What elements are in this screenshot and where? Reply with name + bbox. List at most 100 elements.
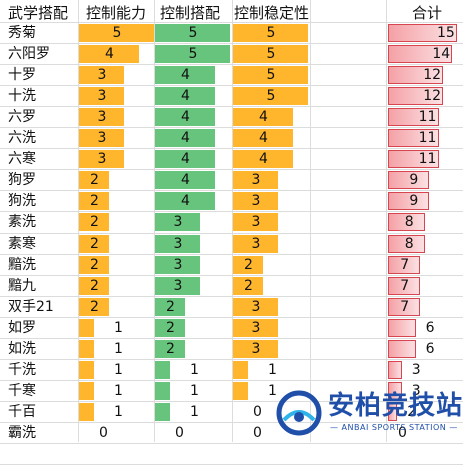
row-name[interactable]: 六阳罗 xyxy=(8,46,50,63)
header-control-ability[interactable]: 控制能力 xyxy=(86,4,147,22)
cell-value: 4 xyxy=(259,130,268,147)
cell-value: 0 xyxy=(175,424,184,441)
data-bar xyxy=(155,360,170,379)
total-value: 7 xyxy=(400,256,410,273)
grid-line xyxy=(310,0,311,442)
data-bar xyxy=(79,297,109,316)
cell-value: 3 xyxy=(251,340,261,357)
header-control-combo[interactable]: 控制搭配 xyxy=(160,4,221,22)
cell-value: 1 xyxy=(190,382,199,399)
row-name[interactable]: 千洗 xyxy=(8,361,36,378)
cell-value: 3 xyxy=(97,109,107,126)
watermark: 安柏竞技站 — ANBAI SPORTS STATION — xyxy=(272,386,463,442)
cell-value: 4 xyxy=(181,67,190,84)
cell-value: 2 xyxy=(90,256,99,273)
row-name[interactable]: 十洗 xyxy=(8,88,36,105)
cell-value: 4 xyxy=(259,109,268,126)
grid-line xyxy=(0,85,463,86)
grid-line xyxy=(0,254,463,255)
data-bar xyxy=(233,213,278,232)
cell-value: 5 xyxy=(112,25,122,41)
data-bar xyxy=(233,108,293,127)
data-bar xyxy=(79,213,109,232)
data-bar xyxy=(155,45,230,64)
watermark-subtitle: — ANBAI SPORTS STATION — xyxy=(330,423,458,432)
data-bar xyxy=(79,381,94,400)
cell-value: 5 xyxy=(266,88,276,105)
cell-value: 2 xyxy=(166,298,175,315)
cell-value: 3 xyxy=(173,277,183,294)
header-name[interactable]: 武学搭配 xyxy=(8,4,69,22)
data-bar xyxy=(79,339,94,358)
cell-value: 4 xyxy=(181,193,190,210)
data-bar xyxy=(155,150,215,169)
row-name[interactable]: 秀菊 xyxy=(8,25,36,41)
cell-value: 5 xyxy=(266,25,276,41)
row-name[interactable]: 双手21 xyxy=(8,298,54,315)
data-bar xyxy=(233,171,278,190)
cell-value: 3 xyxy=(97,67,107,84)
cell-value: 3 xyxy=(173,256,183,273)
row-name[interactable]: 千寒 xyxy=(8,382,36,399)
data-bar xyxy=(155,234,200,253)
total-bar xyxy=(388,339,416,358)
cell-value: 1 xyxy=(114,340,123,357)
data-bar xyxy=(79,192,109,211)
logo-icon xyxy=(276,390,322,436)
row-name[interactable]: 黯洗 xyxy=(8,256,36,273)
data-bar xyxy=(233,276,263,295)
row-name[interactable]: 如罗 xyxy=(8,319,36,336)
row-name[interactable]: 素寒 xyxy=(8,235,36,252)
data-bar xyxy=(79,150,124,169)
row-name[interactable]: 十罗 xyxy=(8,67,36,84)
row-name[interactable]: 六洗 xyxy=(8,130,36,147)
grid-line xyxy=(0,233,463,234)
grid-line xyxy=(0,169,463,170)
data-bar xyxy=(79,318,94,337)
row-name[interactable]: 六罗 xyxy=(8,109,36,126)
data-bar xyxy=(155,87,215,106)
data-bar xyxy=(155,381,170,400)
grid-line xyxy=(0,211,463,212)
row-name[interactable]: 六寒 xyxy=(8,151,36,168)
data-bar xyxy=(79,24,154,42)
total-bar xyxy=(388,381,402,400)
data-bar xyxy=(155,24,230,42)
cell-value: 3 xyxy=(97,151,107,168)
grid-line xyxy=(78,0,79,442)
grid-line xyxy=(0,317,463,318)
data-bar xyxy=(79,66,124,85)
grid-line xyxy=(0,148,463,149)
grid-line xyxy=(0,106,463,107)
row-name[interactable]: 霸洗 xyxy=(8,424,36,441)
cell-value: 1 xyxy=(114,319,123,336)
watermark-title: 安柏竞技站 xyxy=(328,391,463,421)
row-name[interactable]: 如洗 xyxy=(8,340,36,357)
data-bar xyxy=(233,87,308,106)
total-value: 11 xyxy=(418,130,437,147)
total-value: 6 xyxy=(425,319,435,336)
row-name[interactable]: 狗洗 xyxy=(8,193,36,210)
data-bar xyxy=(155,276,200,295)
header-total[interactable]: 合计 xyxy=(412,4,443,22)
header-control-stability[interactable]: 控制稳定性 xyxy=(234,4,310,22)
row-name[interactable]: 狗罗 xyxy=(8,172,36,189)
grid-line xyxy=(154,0,155,442)
row-name[interactable]: 素洗 xyxy=(8,214,36,231)
cell-value: 5 xyxy=(188,46,198,63)
cell-value: 3 xyxy=(251,235,261,252)
total-bar xyxy=(388,234,425,253)
data-bar xyxy=(233,234,278,253)
cell-value: 3 xyxy=(251,193,261,210)
total-bar xyxy=(388,213,425,232)
cell-value: 2 xyxy=(244,277,253,294)
total-bar xyxy=(388,171,430,190)
total-bar xyxy=(388,150,439,169)
cell-value: 1 xyxy=(114,403,123,420)
cell-value: 2 xyxy=(90,235,99,252)
total-bar xyxy=(388,297,421,316)
grid-line xyxy=(0,275,463,276)
total-bar xyxy=(388,276,421,295)
row-name[interactable]: 千百 xyxy=(8,403,36,420)
row-name[interactable]: 黯九 xyxy=(8,277,36,294)
